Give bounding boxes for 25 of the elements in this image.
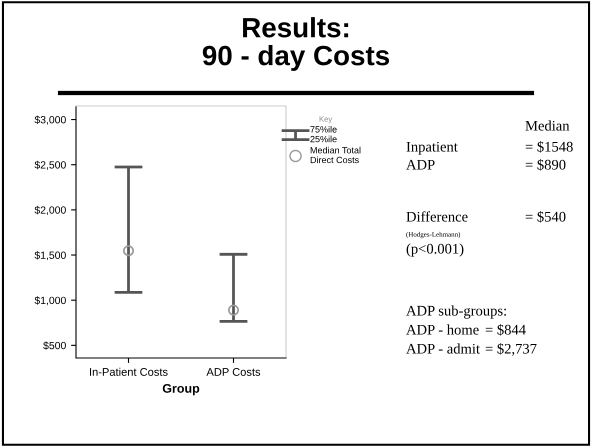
text: = $1548 <box>526 140 573 153</box>
text: = $844 <box>486 324 526 336</box>
y-tick-label: $3,000 <box>34 116 66 125</box>
text: (p<0.001) <box>406 243 464 257</box>
text: = $540 <box>526 210 566 223</box>
y-tick-label: $2,000 <box>34 206 66 215</box>
y-tick-label: $1,500 <box>34 251 66 260</box>
text: Median <box>525 120 570 131</box>
text: Difference <box>406 211 468 222</box>
chart-title: Results: 90 - day Costs <box>202 17 390 71</box>
text: ADP - home <box>406 324 479 335</box>
text: ADP - admit <box>406 343 480 354</box>
x-tick-label: In-Patient Costs <box>90 368 168 376</box>
y-tick-label: $500 <box>43 341 66 350</box>
text: ADP <box>406 160 435 170</box>
y-tick-label: $1,000 <box>34 296 66 306</box>
legend-label: Median Total Direct Costs <box>310 146 360 164</box>
text: ADP sub-groups: <box>406 305 506 319</box>
y-tick-label: $2,500 <box>34 160 66 170</box>
x-axis-title: Group <box>162 384 200 396</box>
x-tick-label: ADP Costs <box>206 368 260 376</box>
text: 75%ile 25%ile <box>310 126 337 142</box>
text: = $2,737 <box>486 342 537 356</box>
text: = $890 <box>526 158 566 171</box>
text: Inpatient <box>406 142 458 155</box>
